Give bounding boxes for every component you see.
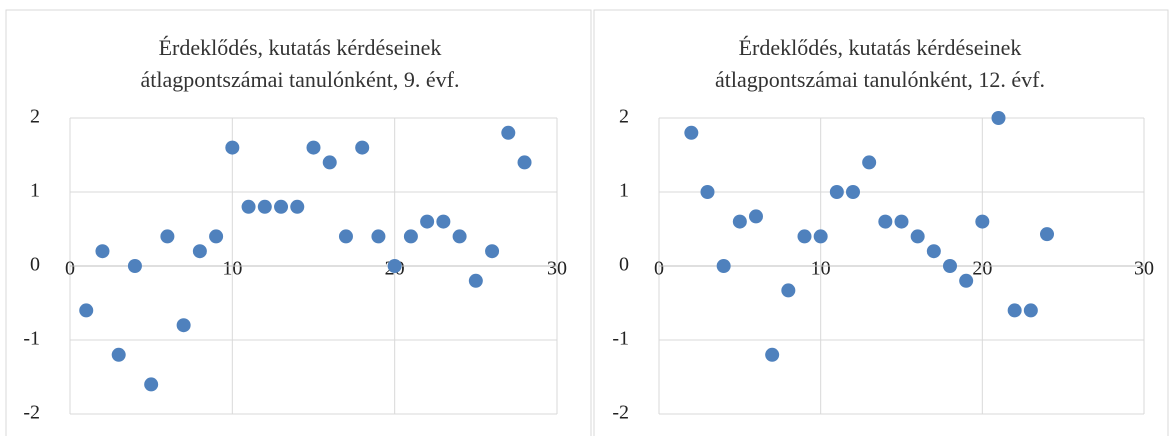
point: [894, 214, 909, 229]
point: [322, 155, 337, 170]
point: [1040, 227, 1054, 242]
panel-border: [593, 9, 1169, 436]
point: [716, 259, 731, 273]
point: [943, 259, 957, 273]
point: [975, 214, 990, 229]
y-tick-label: -2: [23, 402, 40, 424]
y-tick-label: -1: [23, 328, 40, 350]
x-tick-label: 30: [547, 258, 567, 280]
point: [797, 229, 812, 244]
point: [290, 199, 305, 214]
panel-border: [5, 9, 592, 436]
x-tick-label: 10: [811, 258, 831, 280]
point: [781, 283, 796, 298]
point: [387, 259, 402, 273]
point: [1007, 303, 1022, 318]
point: [468, 273, 483, 288]
chart-title: Érdeklődés, kutatás kérdéseinek: [739, 35, 1022, 60]
y-tick-label: 2: [619, 106, 629, 128]
y-tick-label: 1: [619, 180, 629, 202]
x-tick-label: 30: [1134, 258, 1154, 280]
x-tick-label: 10: [222, 258, 242, 280]
point: [765, 347, 780, 362]
point: [829, 185, 844, 199]
point: [95, 244, 110, 259]
point: [306, 140, 321, 155]
point: [160, 229, 175, 244]
point: [420, 214, 435, 229]
point: [700, 185, 715, 199]
y-tick-label: 0: [30, 254, 40, 276]
point: [452, 229, 467, 244]
y-tick-label: -2: [612, 402, 629, 424]
chart-title: átlagpontszámai tanulónként, 9. évf.: [141, 67, 460, 92]
point: [355, 140, 370, 155]
point: [684, 125, 699, 140]
point: [79, 303, 94, 318]
point: [991, 111, 1006, 125]
x-tick-label: 0: [65, 258, 75, 280]
point: [338, 229, 353, 244]
point: [910, 229, 925, 244]
point: [257, 199, 272, 214]
point: [846, 185, 860, 199]
point: [517, 155, 532, 170]
chart-title: Érdeklődés, kutatás kérdéseinek: [159, 35, 442, 60]
point: [1023, 303, 1038, 318]
point: [144, 377, 159, 392]
point: [485, 244, 500, 259]
point: [926, 244, 941, 259]
point: [749, 209, 763, 224]
point: [176, 318, 191, 333]
point: [959, 273, 974, 288]
point: [403, 229, 418, 244]
point: [225, 140, 240, 155]
point: [209, 229, 224, 244]
y-tick-label: -1: [612, 328, 629, 350]
chart-title: átlagpontszámai tanulónként, 12. évf.: [715, 67, 1045, 92]
point: [274, 199, 289, 214]
x-tick-label: 20: [972, 258, 992, 280]
point: [241, 199, 256, 214]
point: [371, 229, 386, 244]
y-tick-label: 2: [30, 106, 40, 128]
point: [732, 214, 747, 229]
y-tick-label: 1: [30, 180, 40, 202]
point: [111, 347, 126, 362]
point: [501, 125, 516, 140]
point: [813, 229, 828, 244]
point: [862, 155, 877, 170]
point: [436, 214, 451, 229]
point: [192, 244, 207, 259]
point: [127, 259, 142, 273]
point: [878, 214, 893, 229]
y-tick-label: 0: [619, 254, 629, 276]
x-tick-label: 0: [654, 258, 664, 280]
